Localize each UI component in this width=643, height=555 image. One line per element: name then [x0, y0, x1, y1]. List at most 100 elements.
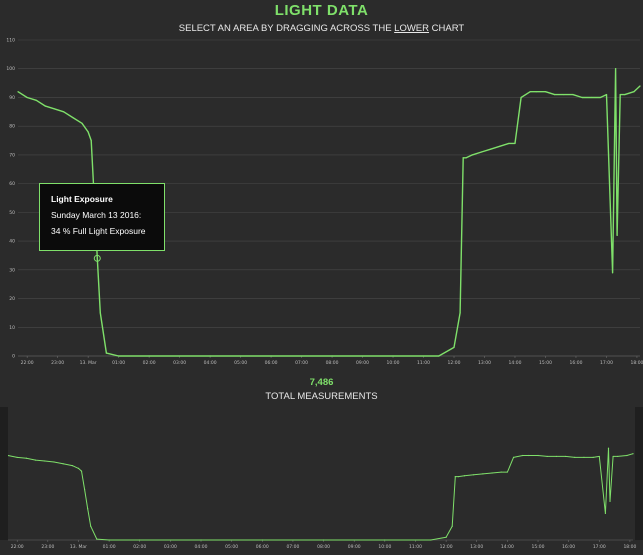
tooltip-date: Sunday March 13 2016:: [51, 210, 142, 220]
x-tick-label: 10:00: [378, 544, 391, 550]
data-point: [90, 525, 92, 527]
data-point: [44, 460, 46, 462]
data-point: [520, 96, 522, 99]
data-point: [624, 93, 626, 96]
data-point: [83, 488, 86, 491]
y-tick-label: 50: [9, 210, 15, 216]
data-point: [451, 525, 453, 527]
data-point: [105, 352, 108, 354]
data-point: [63, 111, 65, 113]
data-point: [572, 93, 574, 96]
data-point: [87, 131, 89, 133]
y-tick-label: 70: [9, 152, 15, 158]
x-tick-label: 04:00: [195, 544, 208, 550]
data-point: [384, 539, 386, 541]
data-point: [463, 475, 466, 477]
data-point: [633, 91, 635, 93]
x-tick-label: 13:00: [478, 360, 491, 366]
data-point: [544, 91, 547, 93]
data-point: [80, 470, 83, 472]
data-point: [16, 456, 18, 458]
data-point: [581, 96, 583, 99]
data-point: [430, 539, 432, 541]
plot-background: [0, 407, 643, 555]
data-point: [261, 539, 263, 541]
data-point: [574, 456, 576, 458]
y-tick-label: 0: [12, 354, 15, 360]
data-point: [611, 272, 614, 274]
data-point: [604, 512, 607, 514]
data-point: [626, 454, 628, 457]
data-point: [480, 151, 483, 153]
data-point: [209, 355, 211, 357]
data-point: [148, 355, 150, 357]
chart-tooltip: Light Exposure Sunday March 13 2016: 34 …: [39, 183, 165, 251]
x-tick-label: 15:00: [532, 544, 545, 550]
data-point: [322, 539, 325, 541]
x-tick-label: 11:00: [417, 360, 430, 366]
navigator-left-handle[interactable]: [0, 407, 8, 540]
data-point: [53, 108, 56, 110]
subtitle-text-end: CHART: [429, 23, 465, 34]
data-point: [598, 455, 600, 458]
data-point: [99, 312, 101, 314]
x-tick-label: 10:00: [387, 360, 400, 366]
x-tick-label: 17:00: [600, 360, 613, 366]
data-point: [491, 472, 493, 474]
navigator-right-handle[interactable]: [635, 407, 643, 540]
data-point: [457, 476, 459, 478]
data-point: [555, 455, 558, 458]
navigator-chart[interactable]: 22:00 23:00 13. Mar 01:00 02:00 03:00 04:00 05:…: [0, 407, 643, 555]
data-point: [35, 99, 37, 101]
data-point: [139, 539, 141, 541]
y-tick-label: 110: [6, 38, 15, 44]
subtitle-text-start: SELECT AN AREA BY DRAGGING ACROSS THE: [178, 23, 395, 34]
data-point: [616, 234, 618, 236]
data-point: [612, 455, 614, 458]
x-tick-label: 08:00: [317, 544, 330, 550]
data-point: [607, 447, 610, 449]
data-point: [34, 459, 37, 461]
x-tick-label: 02:00: [143, 360, 156, 366]
data-point: [26, 96, 28, 99]
y-tick-label: 80: [9, 124, 15, 130]
data-point: [459, 312, 461, 314]
data-point: [71, 465, 73, 467]
x-tick-label: 12:00: [448, 360, 461, 366]
x-tick-label: 03:00: [164, 544, 177, 550]
data-point: [200, 539, 202, 541]
y-tick-label: 40: [9, 239, 15, 245]
data-point: [554, 93, 556, 96]
data-point: [599, 96, 601, 99]
x-tick-label: 13. Mar: [80, 360, 97, 366]
x-tick-label: 23:00: [41, 544, 54, 550]
data-point: [489, 148, 492, 150]
y-tick-label: 20: [9, 296, 15, 302]
page-subtitle: SELECT AN AREA BY DRAGGING ACROSS THE LO…: [0, 23, 643, 34]
data-point: [331, 355, 333, 357]
data-point: [615, 68, 617, 70]
y-tick-label: 30: [9, 267, 15, 273]
x-tick-label: 05:00: [225, 544, 238, 550]
data-point: [605, 93, 608, 96]
x-tick-label: 18:00: [623, 544, 636, 550]
x-tick-label: 13. Mar: [70, 544, 87, 550]
data-point: [453, 346, 455, 348]
data-point: [564, 455, 567, 458]
data-point: [72, 116, 74, 119]
x-tick-label: 14:00: [501, 544, 514, 550]
y-tick-label: 90: [9, 95, 15, 101]
data-point: [632, 453, 634, 455]
data-point: [500, 471, 502, 473]
subtitle-emphasis: LOWER: [394, 23, 430, 34]
data-point: [482, 473, 484, 475]
x-tick-label: 18:00: [630, 360, 643, 366]
data-point: [77, 467, 80, 469]
x-tick-label: 16:00: [562, 544, 575, 550]
data-point: [462, 157, 464, 159]
tooltip-title: Light Exposure: [51, 194, 113, 204]
data-point: [53, 461, 55, 463]
x-tick-label: 01:00: [112, 360, 125, 366]
data-point: [522, 454, 524, 457]
page-title: LIGHT DATA: [274, 2, 369, 19]
